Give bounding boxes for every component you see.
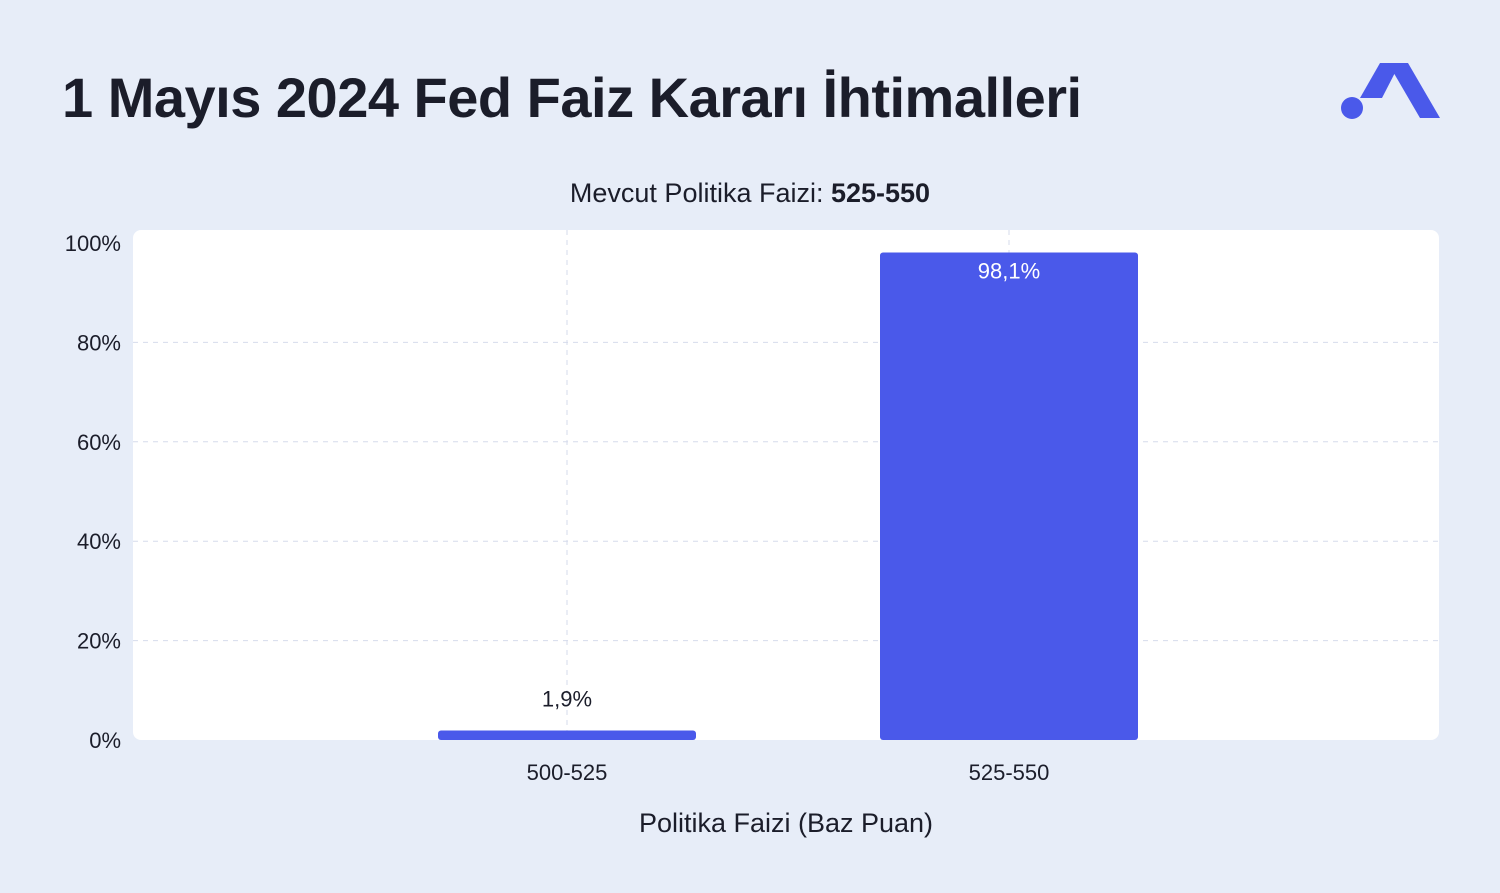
bar-500-525 (438, 730, 696, 740)
y-tick-label: 0% (89, 728, 121, 753)
y-tick-label: 100% (65, 231, 121, 256)
bars: 1,9% 98,1% (438, 252, 1138, 740)
y-tick-label: 20% (77, 629, 121, 654)
x-tick-label: 525-550 (969, 760, 1050, 785)
x-tick-label: 500-525 (527, 760, 608, 785)
y-tick-label: 40% (77, 529, 121, 554)
y-tick-label: 80% (77, 330, 121, 355)
subtitle-current-rate: 525-550 (830, 178, 931, 208)
brand-m-logo-icon (1338, 58, 1442, 129)
data-label: 1,9% (542, 687, 592, 712)
bar-525-550 (880, 252, 1138, 740)
subtitle-prefix: Mevcut Politika Faizi: (569, 178, 831, 208)
x-axis-title: Politika Faizi (Baz Puan) (639, 808, 933, 838)
data-label: 98,1% (978, 258, 1040, 283)
x-axis-ticks: 500-525 525-550 (527, 760, 1050, 785)
plot-area (133, 230, 1439, 740)
y-tick-label: 60% (77, 430, 121, 455)
y-axis-ticks: 0% 20% 40% 60% 80% 100% (65, 231, 121, 753)
page-title: 1 Mayıs 2024 Fed Faiz Kararı İhtimalleri (62, 66, 1082, 129)
chart-subtitle: Mevcut Politika Faizi: 525-550 (0, 176, 1500, 210)
